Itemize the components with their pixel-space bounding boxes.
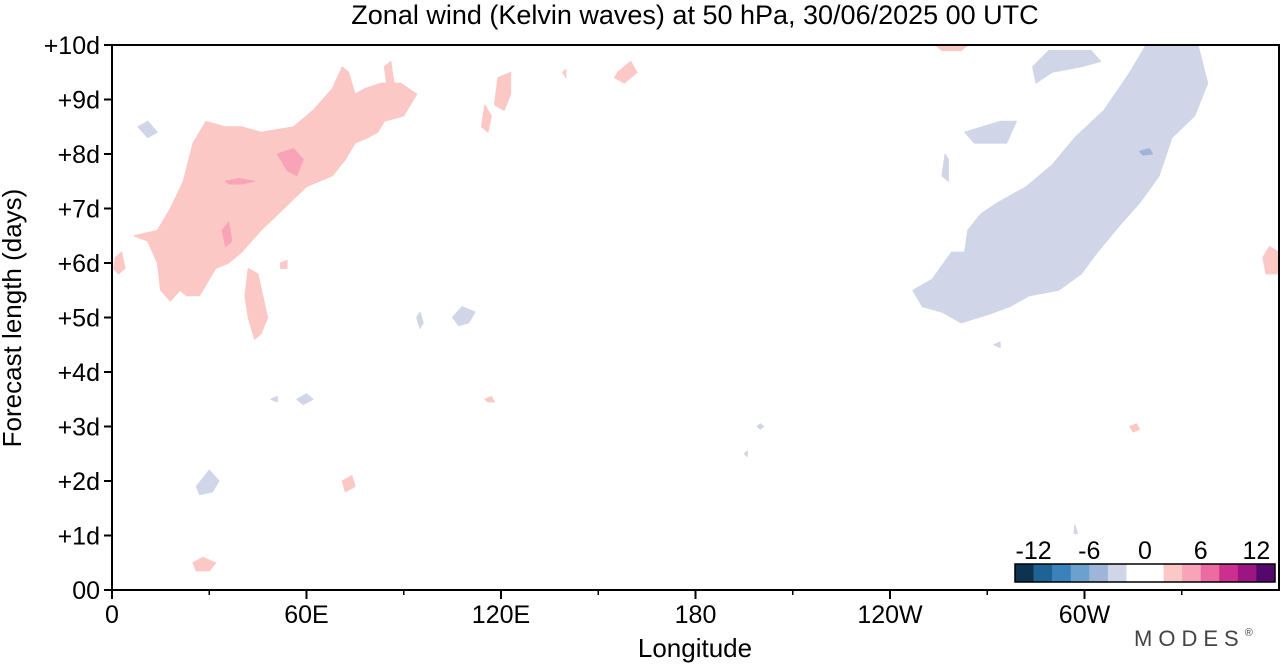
- brand-logo: MODES®: [1134, 626, 1253, 651]
- colorbar-bin: [1033, 564, 1053, 582]
- easterly-anomaly-region: [1032, 50, 1102, 84]
- y-axis-title: Forecast length (days): [0, 189, 27, 448]
- colorbar-frame: [1014, 563, 1276, 583]
- westerly-anomaly-region: [614, 60, 638, 84]
- x-tick-label: 120W: [857, 601, 923, 629]
- colorbar-label: 6: [1194, 537, 1208, 565]
- colorbar-label: -12: [1016, 537, 1052, 565]
- colorbar-label: -6: [1078, 537, 1100, 565]
- colorbar-bin: [1015, 564, 1034, 582]
- y-tick-label: +8d: [58, 141, 100, 169]
- colorbar-bin: [1237, 564, 1257, 582]
- colorbar-bin: [1052, 564, 1072, 582]
- westerly-anomaly-region: [494, 71, 512, 111]
- easterly-anomaly-region: [195, 469, 220, 496]
- easterly-anomaly-region: [964, 120, 1017, 144]
- colorbar-bin: [1126, 564, 1146, 582]
- easterly-anomaly-region: [993, 341, 1001, 348]
- y-tick-label: 00: [72, 577, 100, 605]
- plot-area: 0 60E 120E 180 120W 60W 00 +1d +2d +3d +4d +5d +6d +7…: [44, 32, 1280, 629]
- easterly-anomaly-region: [941, 153, 949, 182]
- colorbar: -12 -6 0 6 12: [1010, 534, 1278, 588]
- y-tick-label: +4d: [58, 359, 100, 387]
- easterly-anomaly-region: [912, 45, 1209, 324]
- westerly-anomaly-region: [481, 104, 492, 133]
- westerly-anomaly-region: [221, 221, 233, 248]
- x-tick-label: 120E: [472, 601, 530, 629]
- colorbar-bin: [1182, 564, 1202, 582]
- y-tick-label: +10d: [44, 32, 100, 60]
- y-tick-label: +6d: [58, 250, 100, 278]
- x-tick-label: 60E: [284, 601, 328, 629]
- westerly-anomaly-region: [192, 556, 217, 572]
- westerly-anomaly-region: [113, 251, 126, 275]
- colorbar-bin: [1089, 564, 1109, 582]
- contour-layer: [113, 45, 1279, 580]
- colorbar-bin: [1107, 564, 1127, 582]
- y-tick-label: +7d: [58, 196, 100, 224]
- westerly-anomaly-region: [383, 60, 395, 90]
- easterly-anomaly-region: [756, 423, 765, 430]
- colorbar-bin: [1219, 564, 1239, 582]
- westerly-anomaly-region: [244, 267, 269, 340]
- westerly-anomaly-region: [276, 148, 304, 177]
- westerly-anomaly-region: [1129, 423, 1141, 433]
- y-tick-label: +1d: [58, 523, 100, 551]
- colorbar-bin: [1256, 564, 1276, 582]
- westerly-anomaly-region: [225, 178, 256, 185]
- x-tick-label: 60W: [1059, 601, 1111, 629]
- westerly-anomaly-region: [133, 66, 418, 302]
- easterly-anomaly-region: [743, 450, 748, 457]
- colorbar-bin: [1200, 564, 1220, 582]
- colorbar-label: 0: [1138, 537, 1152, 565]
- easterly-anomaly-region: [296, 393, 314, 406]
- easterly-anomaly-region: [270, 396, 278, 403]
- easterly-anomaly-region: [1139, 148, 1154, 156]
- chart-title: Zonal wind (Kelvin waves) at 50 hPa, 30/…: [351, 0, 1038, 30]
- x-axis-title: Longitude: [638, 633, 752, 663]
- westerly-anomaly-region: [484, 396, 495, 403]
- brand-logo-text: MODES: [1134, 626, 1245, 651]
- brand-logo-mark: ®: [1245, 627, 1253, 639]
- colorbar-label: 12: [1243, 537, 1271, 565]
- y-tick-label: +3d: [58, 414, 100, 442]
- easterly-anomaly-region: [137, 120, 158, 139]
- x-tick-label: 0: [105, 601, 119, 629]
- westerly-anomaly-region: [1262, 246, 1279, 275]
- y-tick-label: +5d: [58, 305, 100, 333]
- easterly-anomaly-region: [451, 306, 476, 327]
- westerly-anomaly-region: [934, 45, 969, 51]
- westerly-anomaly-region: [280, 259, 288, 269]
- westerly-anomaly-region: [341, 475, 356, 493]
- easterly-anomaly-region: [416, 311, 424, 329]
- y-tick-label: +2d: [58, 468, 100, 496]
- colorbar-bin: [1163, 564, 1183, 582]
- colorbar-bin: [1145, 564, 1164, 582]
- colorbar-bin: [1070, 564, 1090, 582]
- y-tick-label: +9d: [58, 87, 100, 115]
- westerly-anomaly-region: [562, 69, 567, 79]
- x-tick-label: 180: [675, 601, 717, 629]
